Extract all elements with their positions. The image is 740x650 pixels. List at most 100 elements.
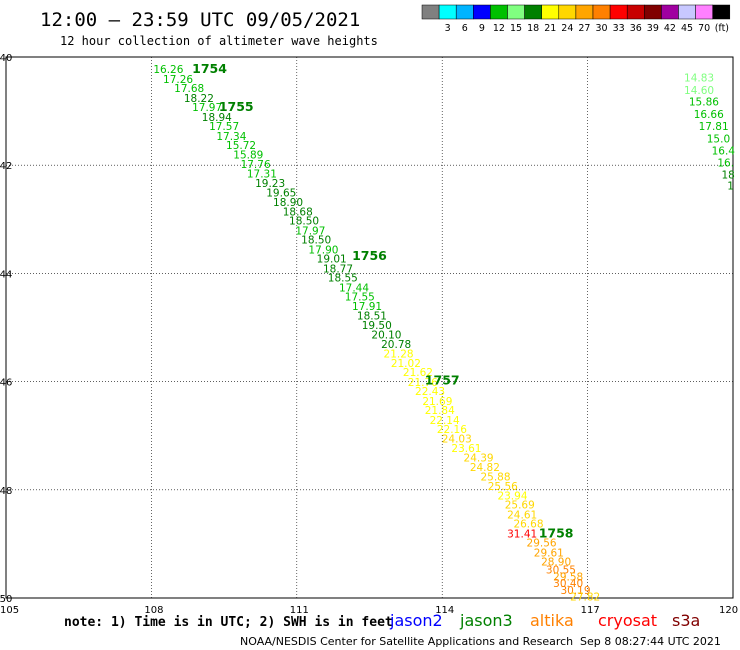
colorbar-label: 15: [510, 23, 522, 34]
wave-height-value: 24.61: [507, 509, 537, 521]
wave-height-value: 19.01: [317, 254, 347, 266]
colorbar-unit: (ft): [715, 23, 729, 34]
wave-height-value: 23.94: [497, 491, 527, 503]
satellite-legend-altika: altika: [530, 611, 574, 630]
colorbar-swatch: [609, 4, 628, 20]
y-tick-label: -44: [0, 269, 12, 280]
colorbar-swatch: [592, 4, 611, 20]
credit-text: NOAA/NESDIS Center for Satellite Applica…: [240, 635, 573, 648]
colorbar-swatch: [678, 4, 696, 20]
hour-label: 1757: [425, 372, 460, 387]
satellite-legend: jason2 jason3 altika cryosat s3a: [389, 611, 700, 630]
wave-height-value: 18.55: [328, 273, 358, 285]
chart-subtitle: 12 hour collection of altimeter wave hei…: [60, 34, 378, 48]
y-tick-label: -42: [0, 161, 12, 172]
wave-height-value: 18.50: [301, 235, 331, 247]
wave-height-value: 29.58: [553, 572, 583, 584]
colorbar-swatch: [661, 4, 679, 20]
wave-height-value: 14.60: [684, 85, 714, 97]
wave-height-value: 31.41: [507, 528, 537, 540]
colorbar-swatch: [575, 4, 594, 20]
wave-height-value: 23.61: [451, 443, 481, 455]
hour-label: 1755: [219, 99, 254, 114]
footer-note: note: 1) Time is in UTC; 2) SWH is in fe…: [64, 615, 393, 630]
hour-label: 1758: [539, 525, 574, 540]
x-tick-label: 120: [719, 605, 738, 616]
plot-area: 105 108 111 114 117 120 -40 -42 -44 -46 -48 -50 16.…: [0, 53, 738, 616]
colorbar-swatch: [644, 4, 662, 20]
wave-height-value: 17.55: [345, 291, 375, 303]
hour-label: 1754: [192, 61, 227, 76]
colorbar-swatch: [626, 4, 645, 20]
colorbar-swatch: [455, 4, 474, 20]
wave-height-value: 17.34: [216, 131, 246, 143]
colorbar-label: 36: [630, 23, 642, 34]
wave-height-value: 19.65: [266, 188, 296, 200]
wave-height-value: 24.03: [442, 434, 472, 446]
colorbar-swatch: [541, 4, 560, 20]
wave-height-value: 30.55: [546, 565, 576, 577]
wave-height-value: 17.76: [241, 159, 271, 171]
colorbar-label: 6: [462, 23, 468, 34]
wave-height-value: 15.72: [226, 140, 256, 152]
colorbar-swatch: [524, 4, 542, 20]
wave-height-value: 18.94: [202, 112, 232, 124]
satellite-legend-jason3: jason3: [459, 611, 513, 630]
wave-height-values: 16.2617.2617.6818.2217.9718.9417.5717.34…: [153, 64, 735, 603]
wave-height-value: 21.84: [425, 405, 455, 417]
colorbar-swatch: [473, 4, 491, 20]
wave-height-value: 14.83: [684, 72, 714, 84]
wave-height-value: 15.89: [233, 150, 263, 162]
colorbar-label: 3: [445, 23, 451, 34]
colorbar-swatch: [438, 4, 457, 20]
wave-height-value: 26.68: [513, 519, 543, 531]
satellite-legend-cryosat: cryosat: [598, 611, 657, 630]
chart-title: 12:00 – 23:59 UTC 09/05/2021: [40, 9, 360, 31]
colorbar-label: 21: [544, 23, 556, 34]
wave-height-value: 21.28: [384, 348, 414, 360]
wave-height-value: 16.26: [153, 64, 183, 76]
wave-height-value: 17.90: [308, 244, 338, 256]
wave-height-value: 30.40: [553, 578, 583, 590]
colorbar-label: 27: [578, 23, 590, 34]
wave-height-value: 22.14: [430, 415, 460, 427]
wave-height-value: 17.68: [174, 83, 204, 95]
wave-height-value: 29.61: [534, 547, 564, 559]
wave-height-value: 18: [721, 170, 734, 182]
wave-height-value: 19.50: [362, 320, 392, 332]
colorbar-label: 12: [493, 23, 505, 34]
colorbar-label: 70: [698, 23, 710, 34]
wave-height-value: 22.16: [437, 424, 467, 436]
wave-height-value: 16.: [717, 157, 734, 169]
satellite-legend-jason2: jason2: [389, 611, 443, 630]
wave-height-value: 17.81: [699, 121, 729, 133]
satellite-legend-s3a: s3a: [672, 611, 700, 630]
colorbar-swatch: [507, 4, 525, 20]
wave-height-value: 17.91: [352, 301, 382, 313]
wave-height-value: 17.97: [295, 225, 325, 237]
wave-height-value: 20.10: [371, 329, 401, 341]
wave-height-value: 21.76: [408, 377, 438, 389]
wave-height-value: 24.39: [464, 453, 494, 465]
wave-height-value: 15.86: [689, 97, 719, 109]
axis-tick-labels: 105 108 111 114 117 120 -40 -42 -44 -46 -48 -50: [0, 53, 738, 616]
colorbar-swatch: [712, 4, 731, 20]
x-tick-label: 108: [144, 605, 163, 616]
timestamp-text: Sep 8 08:27:44 UTC 2021: [580, 635, 721, 648]
wave-height-value: 18.77: [323, 263, 353, 275]
wave-height-value: 16.66: [694, 109, 724, 121]
wave-height-value: 15.0: [707, 133, 730, 145]
wave-height-value: 24.82: [470, 462, 500, 474]
colorbar-legend: 3 6 9 12 15 18 21 24 27 30 33 36 39 42 45 70 (ft): [421, 4, 731, 34]
wave-height-value: 21.02: [391, 358, 421, 370]
wave-height-value: 17.57: [209, 121, 239, 133]
wave-height-value: 18.68: [283, 207, 313, 219]
colorbar-label: 24: [561, 23, 573, 34]
x-tick-label: 105: [0, 605, 19, 616]
wave-height-value: 21.69: [422, 396, 452, 408]
wave-height-value: 30.19: [560, 585, 590, 597]
wave-height-value: 16.4: [712, 145, 736, 157]
y-tick-label: -40: [0, 53, 12, 64]
grid-lines: [6, 57, 733, 598]
wave-height-value: 18.51: [357, 310, 387, 322]
